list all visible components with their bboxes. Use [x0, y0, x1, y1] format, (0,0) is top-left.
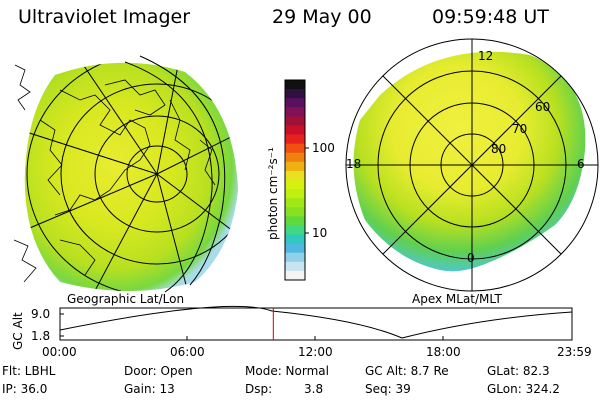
meridian [156, 62, 181, 175]
meridian [24, 129, 158, 175]
colorbar-band [285, 125, 305, 136]
earth-limb [124, 61, 213, 293]
geographic-image [13, 55, 238, 293]
colorbar-band [285, 107, 305, 117]
colorbar-band [285, 270, 305, 281]
colorbar-unit-label: photon cm⁻²s⁻¹ [266, 147, 280, 240]
colorbar-band [285, 161, 305, 172]
lat-circle [26, 62, 238, 291]
mlt-label-6: 6 [577, 157, 585, 171]
mlt-label-12: 12 [478, 49, 493, 63]
door-readout: Door: Open [124, 364, 193, 378]
altitude-plot [59, 305, 573, 341]
colorbar-band [285, 134, 305, 145]
lat-circle [60, 83, 238, 265]
coastline [39, 119, 63, 196]
filter-readout: Flt: LBHL [2, 364, 56, 378]
colorbar-band [285, 180, 305, 190]
dsp-label: Dsp: [245, 382, 273, 396]
coastline [59, 239, 96, 276]
colorbar-band [285, 198, 305, 208]
mlt-label-0: 0 [467, 251, 475, 265]
lat-circle [126, 145, 188, 203]
right-aurora-fill [353, 51, 586, 272]
coastline [199, 139, 216, 186]
colorbar-band [285, 252, 305, 263]
altitude-xtick-2359: 23:59 [557, 345, 592, 359]
dsp-value: 3.8 [304, 382, 324, 396]
mlt-label-18: 18 [346, 157, 361, 171]
mlat-label-60: 60 [535, 100, 550, 114]
colorbar-band [285, 89, 305, 99]
coastline [169, 99, 191, 171]
ip-readout: IP: 36.0 [2, 382, 48, 396]
altitude-ylabel: GC Alt [11, 312, 25, 350]
colorbar-band [285, 116, 305, 126]
colorbar-tick-label-10: 10 [312, 226, 327, 240]
terminator [139, 55, 226, 286]
observation-date: 29 May 00 [272, 6, 372, 28]
colorbar-band [285, 243, 305, 254]
glon-readout: GLon: 324.2 [487, 382, 560, 396]
altitude-xtick-1200: 12:00 [298, 345, 333, 359]
mlt-line [382, 75, 562, 255]
coastline [54, 89, 151, 216]
instrument-title: Ultraviolet Imager [18, 6, 191, 28]
colorbar-frame [284, 79, 306, 281]
apex-image [345, 38, 599, 292]
right-panel-caption: Apex MLat/MLT [412, 292, 502, 306]
altitude-xtick-0000: 00:00 [42, 345, 77, 359]
colorbar-band [285, 234, 305, 245]
altitude-xtick-1800: 18:00 [426, 345, 461, 359]
colorbar-band [285, 152, 305, 163]
altitude-plot-frame [59, 307, 573, 341]
glat-readout: GLat: 82.3 [487, 364, 550, 378]
gc-alt-readout: GC Alt: 8.7 Re [365, 364, 449, 378]
seq-readout: Seq: 39 [365, 382, 411, 396]
colorbar-band [285, 225, 305, 236]
colorbar-band [285, 80, 305, 90]
mode-readout: Mode: Normal [245, 364, 329, 378]
altitude-curve [59, 305, 573, 339]
meridian [24, 173, 158, 231]
coastline [104, 79, 166, 116]
colorbar-band [285, 261, 305, 272]
altitude-xtick-0600: 06:00 [170, 345, 205, 359]
mlat-label-80: 80 [491, 142, 506, 156]
meridian [79, 62, 158, 175]
lat-circle [94, 115, 220, 233]
colorbar-band [285, 189, 305, 199]
meridian [156, 173, 191, 291]
gain-readout: Gain: 13 [124, 382, 175, 396]
meridian [89, 173, 158, 291]
coastline [14, 64, 31, 111]
altitude-ytick-1.8: 1.8 [31, 329, 50, 343]
colorbar-band [285, 143, 305, 154]
observation-time: 09:59:48 UT [432, 6, 549, 28]
altitude-ytick-9: 9.0 [31, 307, 50, 321]
mlat-label-70: 70 [512, 122, 527, 136]
coastline [13, 239, 37, 283]
colorbar-band [285, 98, 305, 108]
left-aurora-fill [24, 62, 238, 291]
left-panel-caption: Geographic Lat/Lon [67, 292, 184, 306]
intensity-colorbar [285, 80, 305, 281]
colorbar-band [285, 216, 305, 226]
colorbar-band [285, 170, 305, 181]
colorbar-tick-label-100: 100 [312, 141, 335, 155]
colorbar-band [285, 207, 305, 217]
